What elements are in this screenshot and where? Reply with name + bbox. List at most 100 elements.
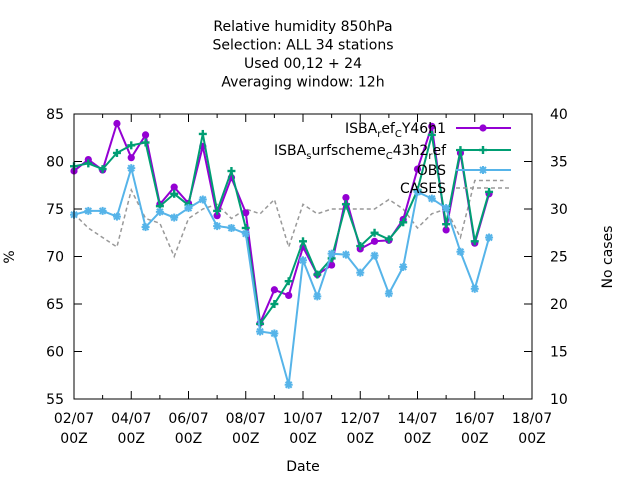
series-isba-surfscheme-c43h2-ref xyxy=(70,129,494,328)
marker-stroke xyxy=(242,229,250,238)
marker-stroke xyxy=(479,166,487,174)
x-tick-label: 00Z xyxy=(60,431,87,447)
data-point xyxy=(399,218,408,227)
x-tick-label: 06/07 xyxy=(168,411,208,427)
data-point xyxy=(227,224,236,232)
x-tick-label: 10/07 xyxy=(283,411,323,427)
legend-label-subscript: C xyxy=(386,151,393,162)
series-cases xyxy=(73,179,504,259)
data-point xyxy=(242,209,250,217)
legend-entry: OBS xyxy=(417,163,511,179)
title-line: Used 00,12 + 24 xyxy=(244,56,362,72)
data-point xyxy=(127,154,135,162)
data-point xyxy=(442,220,451,229)
data-point xyxy=(485,187,494,196)
legend-label-part: CASES xyxy=(400,181,446,197)
legend: ISBArefCY46h1ISBAsurfschemeC43h2refOBSCA… xyxy=(274,121,511,197)
data-point xyxy=(299,256,307,265)
data-point xyxy=(184,204,193,213)
data-point xyxy=(485,233,494,242)
data-point xyxy=(141,131,150,139)
marker-stroke xyxy=(170,213,178,222)
y2-tick-label: 40 xyxy=(550,107,568,123)
marker-stroke xyxy=(213,222,221,230)
marker-stroke xyxy=(356,268,364,277)
series-line xyxy=(73,179,504,259)
y2-tick-label: 30 xyxy=(550,202,568,218)
marker-stroke xyxy=(342,250,350,259)
data-point xyxy=(141,138,150,147)
y2-tick-label: 35 xyxy=(550,155,568,171)
y-tick-label: 55 xyxy=(46,392,64,408)
chart-title: Relative humidity 850hPa Selection: ALL 3… xyxy=(212,19,393,91)
marker-stroke xyxy=(428,194,436,203)
marker-stroke xyxy=(127,164,135,172)
x-tick-label: 00Z xyxy=(404,431,431,447)
plot-frame xyxy=(73,113,533,400)
marker-stroke xyxy=(113,212,121,221)
legend-label-part: 43h2 xyxy=(393,143,429,159)
data-point xyxy=(470,237,479,246)
data-point xyxy=(270,286,278,294)
data-point xyxy=(84,159,93,168)
legend-label-subscript: C xyxy=(395,129,402,140)
marker-stroke xyxy=(227,224,236,232)
data-point xyxy=(227,167,236,175)
data-point xyxy=(284,277,293,286)
legend-label-subscript: r xyxy=(377,129,382,140)
data-point xyxy=(342,194,350,202)
legend-marker xyxy=(479,166,487,174)
data-point xyxy=(213,222,222,231)
y2-axis-ticks: 10 15 20 25 30 35 40 xyxy=(524,107,568,408)
y2-tick-label: 25 xyxy=(550,250,568,266)
data-point xyxy=(370,228,379,237)
data-point xyxy=(155,207,164,216)
x-axis-ticks: 02/07 00Z 04/07 00Z 06/07 00Z 08/07 00Z 10/07 00Z… xyxy=(54,114,552,447)
data-point xyxy=(112,212,121,221)
data-point xyxy=(284,380,293,389)
legend-label-part: ef xyxy=(432,143,447,159)
data-point xyxy=(341,250,350,259)
title-line: Averaging window: 12h xyxy=(221,75,384,91)
data-point xyxy=(213,212,221,220)
legend-label-part: Y46h1 xyxy=(401,121,446,137)
data-point xyxy=(198,129,207,138)
y2-axis-label: No cases xyxy=(600,226,616,289)
series-group xyxy=(70,119,504,389)
data-point xyxy=(328,261,336,269)
marker-stroke xyxy=(327,249,336,258)
y-tick-label: 70 xyxy=(46,250,64,266)
data-point xyxy=(327,249,336,258)
series-line xyxy=(73,164,491,386)
x-tick-label: 12/07 xyxy=(340,411,380,427)
data-point xyxy=(141,223,150,232)
data-point xyxy=(285,291,293,300)
legend-label-subscript: s xyxy=(306,151,311,162)
data-point xyxy=(299,237,307,246)
legend-label-subscript: r xyxy=(428,151,433,162)
data-point xyxy=(127,164,136,173)
x-tick-label: 02/07 xyxy=(54,411,94,427)
x-tick-label: 18/07 xyxy=(512,411,552,427)
legend-marker xyxy=(479,124,487,132)
y2-tick-label: 10 xyxy=(550,392,568,408)
y-tick-label: 60 xyxy=(46,345,64,361)
data-point xyxy=(270,300,279,308)
legend-label: CASES xyxy=(400,181,446,197)
data-point xyxy=(370,237,379,245)
y2-tick-label: 20 xyxy=(550,297,568,313)
y-tick-label: 75 xyxy=(46,202,64,218)
data-point xyxy=(127,141,136,150)
marker-stroke xyxy=(199,195,207,204)
data-point xyxy=(98,165,107,174)
data-point xyxy=(270,329,279,338)
x-tick-label: 00Z xyxy=(118,431,145,447)
data-point xyxy=(313,270,322,279)
marker-stroke xyxy=(299,256,307,265)
x-tick-label: 00Z xyxy=(461,431,488,447)
data-point xyxy=(384,235,393,244)
y-tick-label: 65 xyxy=(46,297,64,313)
marker-stroke xyxy=(284,381,293,389)
data-point xyxy=(442,204,451,213)
